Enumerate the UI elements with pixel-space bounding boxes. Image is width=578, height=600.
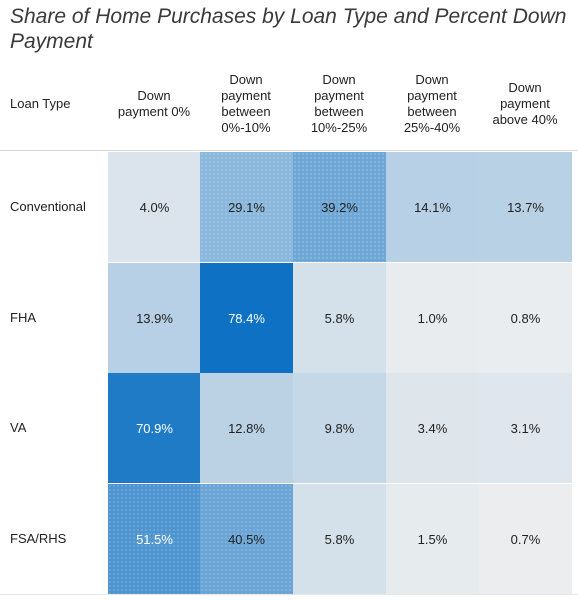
cell-value-label: 29.1%	[228, 199, 265, 215]
heatmap-cell: 1.0%	[386, 263, 479, 373]
heatmap-cell: 39.2%	[293, 152, 386, 262]
column-header-line: payment	[407, 88, 457, 103]
cell-value-label: 3.4%	[417, 420, 448, 436]
column-header-line: Down	[137, 88, 171, 103]
heatmap-cell: 5.8%	[293, 263, 386, 373]
cell-value-label: 0.8%	[510, 310, 541, 326]
column-header: Down payment above 40%	[479, 80, 571, 128]
heatmap-cell: 13.9%	[108, 263, 201, 373]
heatmap-cell: 0.8%	[479, 263, 572, 373]
cell-value-label: 13.7%	[507, 199, 544, 215]
heatmap-cell: 29.1%	[200, 152, 293, 262]
cell-value-label: 4.0%	[139, 199, 170, 215]
column-header-line: between	[407, 104, 457, 119]
cell-value-label: 70.9%	[136, 420, 173, 436]
column-header: Down payment between 0%-10%	[200, 72, 292, 136]
row-label: FSA/RHS	[10, 531, 67, 546]
header-divider	[0, 150, 578, 151]
cell-value-label: 1.5%	[417, 531, 448, 547]
column-header: Down payment 0%	[108, 88, 200, 120]
cell-value-label: 40.5%	[228, 531, 265, 547]
row-label: VA	[10, 420, 27, 435]
column-header: Down payment between 25%-40%	[386, 72, 478, 136]
cell-value-label: 13.9%	[136, 310, 173, 326]
heatmap-cell: 1.5%	[386, 484, 479, 594]
cell-value-label: 9.8%	[324, 420, 355, 436]
column-header-line: payment	[500, 96, 550, 111]
cell-value-label: 1.0%	[417, 310, 448, 326]
cell-value-label: 12.8%	[228, 420, 265, 436]
column-header-line: payment	[314, 88, 364, 103]
cell-value-label: 3.1%	[510, 420, 541, 436]
column-header-line: above 40%	[492, 112, 558, 127]
heatmap-cell: 5.8%	[293, 484, 386, 594]
heatmap-cell: 12.8%	[200, 373, 293, 483]
column-header-line: Down	[229, 72, 263, 87]
column-header-line: payment	[221, 88, 271, 103]
column-header: Down payment between 10%-25%	[293, 72, 385, 136]
heatmap-cell: 78.4%	[200, 263, 293, 373]
column-header-line: Down	[415, 72, 449, 87]
heatmap-cell: 70.9%	[108, 373, 201, 483]
heatmap-cell: 51.5%	[108, 484, 201, 594]
heatmap-cell: 40.5%	[200, 484, 293, 594]
column-header-line: 0%-10%	[221, 120, 271, 135]
cell-value-label: 5.8%	[324, 310, 355, 326]
heatmap-cell: 14.1%	[386, 152, 479, 262]
row-label: Conventional	[10, 199, 86, 214]
chart-title: Share of Home Purchases by Loan Type and…	[10, 5, 567, 53]
cell-value-label: 51.5%	[136, 531, 173, 547]
cell-value-label: 0.7%	[510, 531, 541, 547]
column-header-line: between	[314, 104, 364, 119]
cell-value-label: 5.8%	[324, 531, 355, 547]
column-header-line: Down	[508, 80, 542, 95]
heatmap-cell: 3.1%	[479, 373, 572, 483]
heatmap-cell: 4.0%	[108, 152, 201, 262]
bottom-divider	[0, 594, 578, 595]
cell-value-label: 78.4%	[228, 310, 265, 326]
row-header-label: Loan Type	[10, 96, 71, 111]
heatmap-cell: 13.7%	[479, 152, 572, 262]
cell-value-label: 39.2%	[321, 199, 358, 215]
column-header-line: payment 0%	[117, 104, 191, 119]
column-header-line: between	[221, 104, 271, 119]
column-header-line: 10%-25%	[310, 120, 368, 135]
column-header-line: 25%-40%	[403, 120, 461, 135]
column-header-line: Down	[322, 72, 356, 87]
row-label: FHA	[10, 310, 36, 325]
heatmap-cell: 3.4%	[386, 373, 479, 483]
cell-value-label: 14.1%	[414, 199, 451, 215]
heatmap-cell: 0.7%	[479, 484, 572, 594]
heatmap-cell: 9.8%	[293, 373, 386, 483]
